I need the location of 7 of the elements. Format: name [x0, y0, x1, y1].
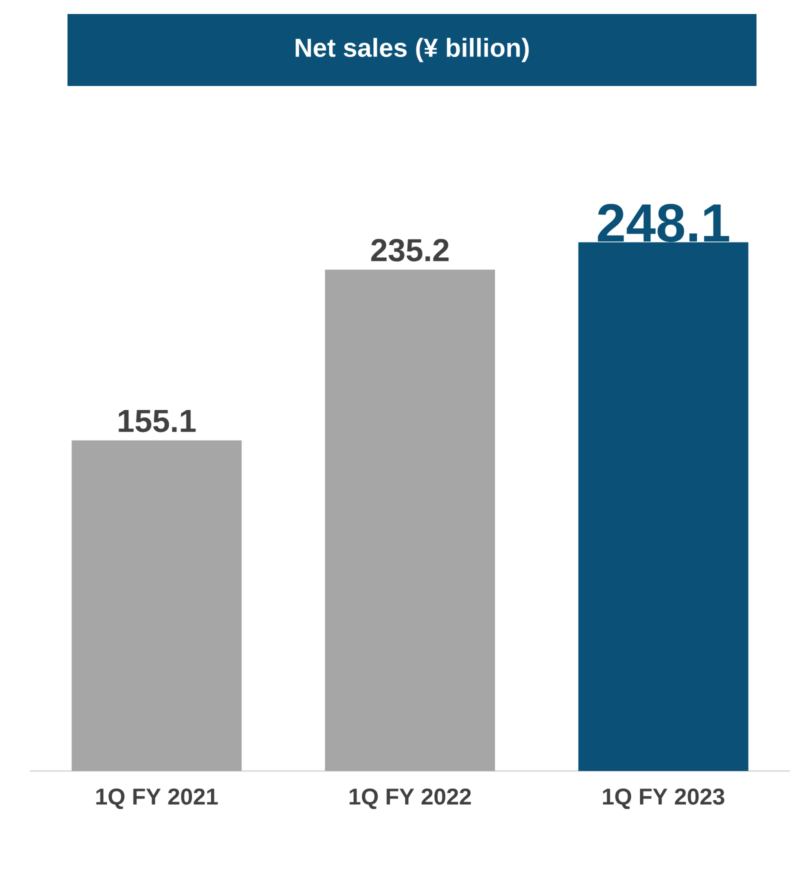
data-label: 155.1 — [118, 410, 196, 432]
x-tick-label: 1Q FY 2021 — [96, 788, 218, 810]
data-label: 235.2 — [371, 238, 449, 262]
chart-title: Net sales (¥ billion) — [296, 38, 529, 62]
data-label: 248.1 — [598, 204, 730, 242]
x-tick-label: 1Q FY 2023 — [603, 788, 724, 810]
x-tick-label: 1Q FY 2022 — [350, 788, 471, 810]
